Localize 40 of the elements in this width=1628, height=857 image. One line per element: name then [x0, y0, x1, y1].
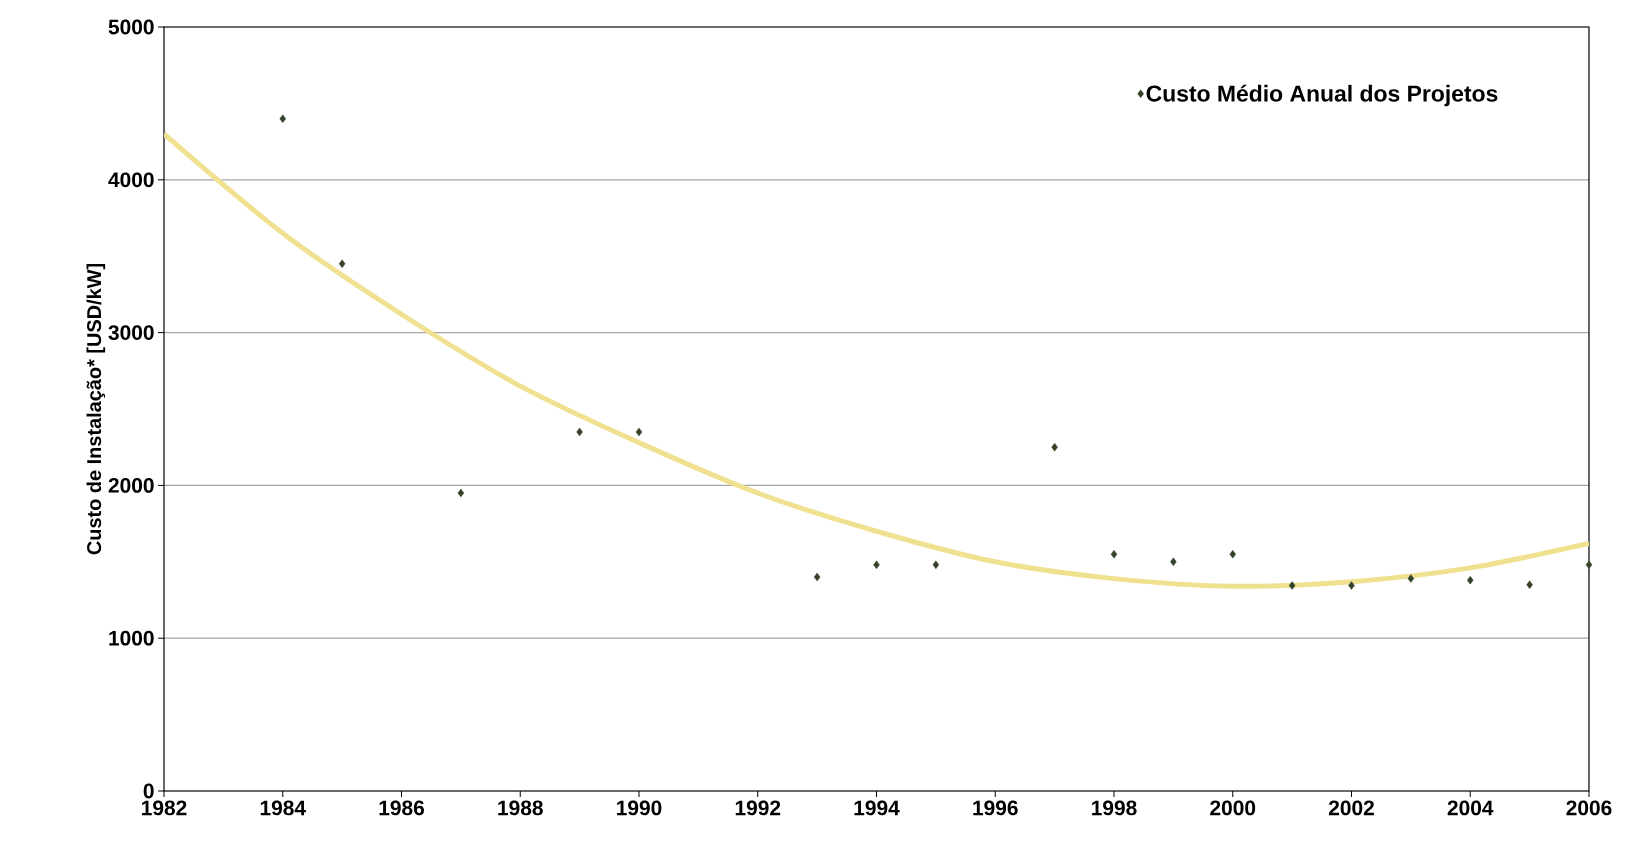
y-tick-label: 1000	[109, 630, 154, 646]
point	[1051, 443, 1058, 452]
point	[1585, 560, 1593, 570]
point	[1526, 580, 1533, 589]
point	[457, 488, 465, 498]
y-axis-title: Custo de Instalação* [USD/kW]	[86, 264, 106, 555]
point	[1229, 549, 1236, 559]
x-tick-label: 1988	[498, 800, 543, 816]
point	[932, 560, 940, 570]
line-series	[164, 131, 1589, 589]
legend-label: Custo Médio Anual dos Projetos	[1146, 84, 1498, 107]
x-tick-label: 1992	[735, 800, 781, 816]
point	[635, 427, 643, 437]
x-tick-label: 1986	[379, 800, 424, 816]
point	[873, 560, 880, 570]
point	[576, 427, 583, 437]
x-tick-label: 1994	[854, 800, 900, 816]
y-tick-label: 0	[143, 783, 154, 799]
point	[1110, 549, 1118, 559]
point	[1407, 574, 1415, 583]
point	[338, 259, 346, 269]
x-tick-label: 1984	[260, 800, 306, 816]
x-tick-label: 2004	[1447, 800, 1494, 816]
point	[813, 572, 821, 582]
y-tick-label: 4000	[108, 172, 154, 188]
point	[1288, 581, 1296, 590]
y-tick-label: 5000	[108, 19, 154, 35]
x-tick-label: 2006	[1566, 800, 1612, 816]
y-tick-label: 3000	[108, 325, 154, 341]
point	[1467, 575, 1474, 585]
x-tick-label: 1996	[973, 800, 1018, 816]
x-tick-label: 1998	[1092, 800, 1137, 816]
x-tick-label: 1990	[617, 800, 662, 816]
x-tick-label: 1982	[142, 800, 187, 816]
point	[1348, 581, 1355, 590]
point	[1170, 557, 1177, 566]
x-tick-label: 2002	[1328, 800, 1374, 816]
point	[279, 114, 286, 123]
x-tick-label: 2000	[1210, 800, 1256, 816]
y-tick-label: 2000	[108, 477, 154, 493]
